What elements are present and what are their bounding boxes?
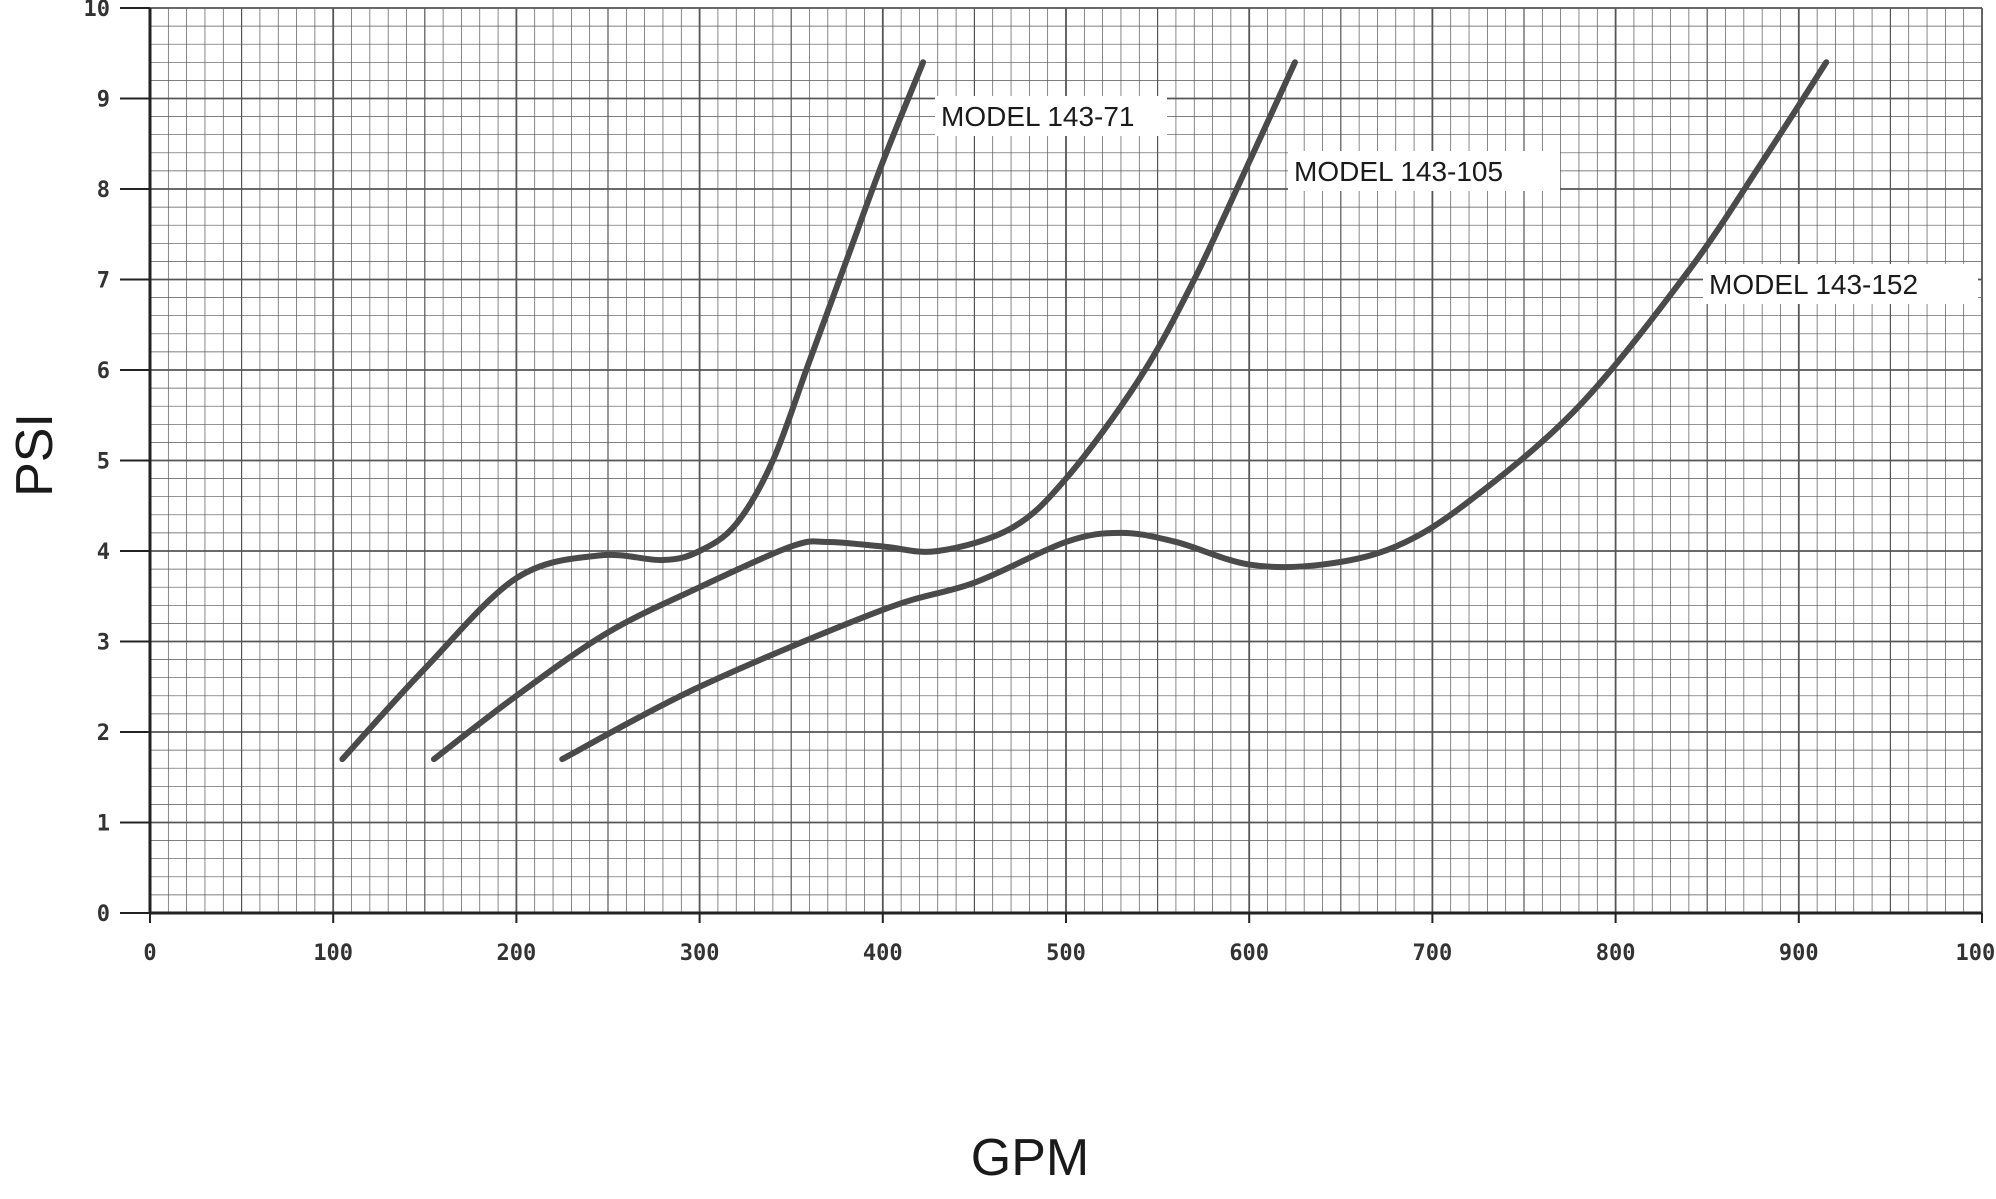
y-tick-label: 7 (97, 269, 110, 294)
y-tick-label: 0 (97, 902, 110, 927)
y-tick-label: 3 (97, 631, 110, 656)
x-tick-label: 700 (1413, 941, 1453, 966)
x-axis-title: GPM (971, 1129, 1089, 1187)
y-tick-label: 9 (97, 88, 110, 113)
series-label-box-2 (1288, 151, 1560, 191)
series-labels: MODEL 143-71 MODEL 143-105 MODEL 143-152 (935, 96, 1978, 304)
x-tick-label: 100 (313, 941, 353, 966)
series-line-2 (430, 59, 1298, 763)
y-tick-label: 6 (97, 359, 110, 384)
y-tick-label: 2 (97, 721, 110, 746)
x-tick-label: 200 (497, 941, 537, 966)
x-tick-label: 500 (1046, 941, 1086, 966)
y-tick-label: 5 (97, 450, 110, 475)
y-tick-label: 10 (84, 0, 111, 22)
x-tick-label: 400 (863, 941, 903, 966)
series-line-3 (559, 59, 1830, 763)
series-label-2: MODEL 143-105 (1294, 156, 1503, 187)
x-tick-label: 900 (1779, 941, 1819, 966)
series-label-1: MODEL 143-71 (941, 101, 1135, 132)
x-tick-label: 600 (1229, 941, 1269, 966)
y-tick-label: 1 (97, 812, 110, 837)
series-label-box-3 (1703, 264, 1978, 304)
grid (149, 7, 1983, 914)
x-tick-label: 300 (680, 941, 720, 966)
series-lines (339, 59, 1830, 763)
x-tick-label: 0 (143, 941, 156, 966)
y-tick-label: 4 (97, 540, 110, 565)
series-label-box-1 (935, 96, 1167, 136)
y-axis-title: PSI (6, 413, 64, 497)
x-tick-label: 800 (1596, 941, 1636, 966)
series-line-1 (339, 59, 927, 763)
y-tick-label: 8 (97, 178, 110, 203)
series-label-3: MODEL 143-152 (1709, 269, 1918, 300)
